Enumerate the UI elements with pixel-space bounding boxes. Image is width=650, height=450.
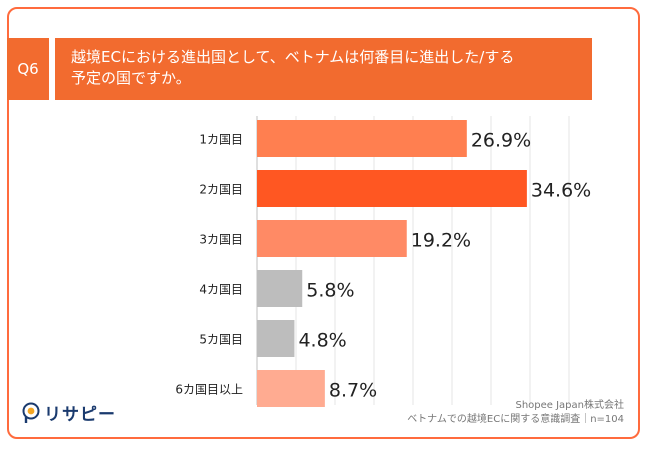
- brand-logo: リサピー: [22, 400, 116, 425]
- bar: [257, 270, 303, 307]
- bar: [257, 170, 527, 207]
- category-label: 2カ国目: [199, 183, 243, 197]
- question-title-line-1: 越境ECにおける進出国として、ベトナムは何番目に進出した/する: [71, 48, 515, 66]
- bar: [257, 120, 467, 157]
- pin-logo-icon: [22, 402, 40, 423]
- value-label: 5.8%: [306, 280, 354, 302]
- category-label: 5カ国目: [199, 333, 243, 347]
- source-survey: ベトナムでの越境ECに関する意識調査｜n=104: [407, 414, 624, 425]
- category-label: 1カ国目: [199, 133, 243, 147]
- question-title-line-2: 予定の国ですか。: [71, 69, 191, 87]
- source-company: Shopee Japan株式会社: [515, 400, 624, 411]
- category-label: 3カ国目: [199, 233, 243, 247]
- bar: [257, 220, 407, 257]
- value-label: 26.9%: [471, 130, 531, 152]
- value-label: 8.7%: [329, 380, 377, 402]
- brand-logo-text: リサピー: [44, 405, 116, 425]
- category-label: 4カ国目: [199, 283, 243, 297]
- value-label: 4.8%: [298, 330, 346, 352]
- question-title: 越境ECにおける進出国として、ベトナムは何番目に進出した/する 予定の国ですか。: [55, 38, 592, 100]
- value-label: 19.2%: [411, 230, 471, 252]
- question-badge: Q6: [7, 38, 49, 100]
- value-label: 34.6%: [531, 180, 591, 202]
- category-label: 6カ国目以上: [175, 383, 243, 397]
- bar: [257, 370, 325, 407]
- source-note: Shopee Japan株式会社 ベトナムでの越境ECに関する意識調査｜n=10…: [407, 399, 624, 427]
- bar: [257, 320, 295, 357]
